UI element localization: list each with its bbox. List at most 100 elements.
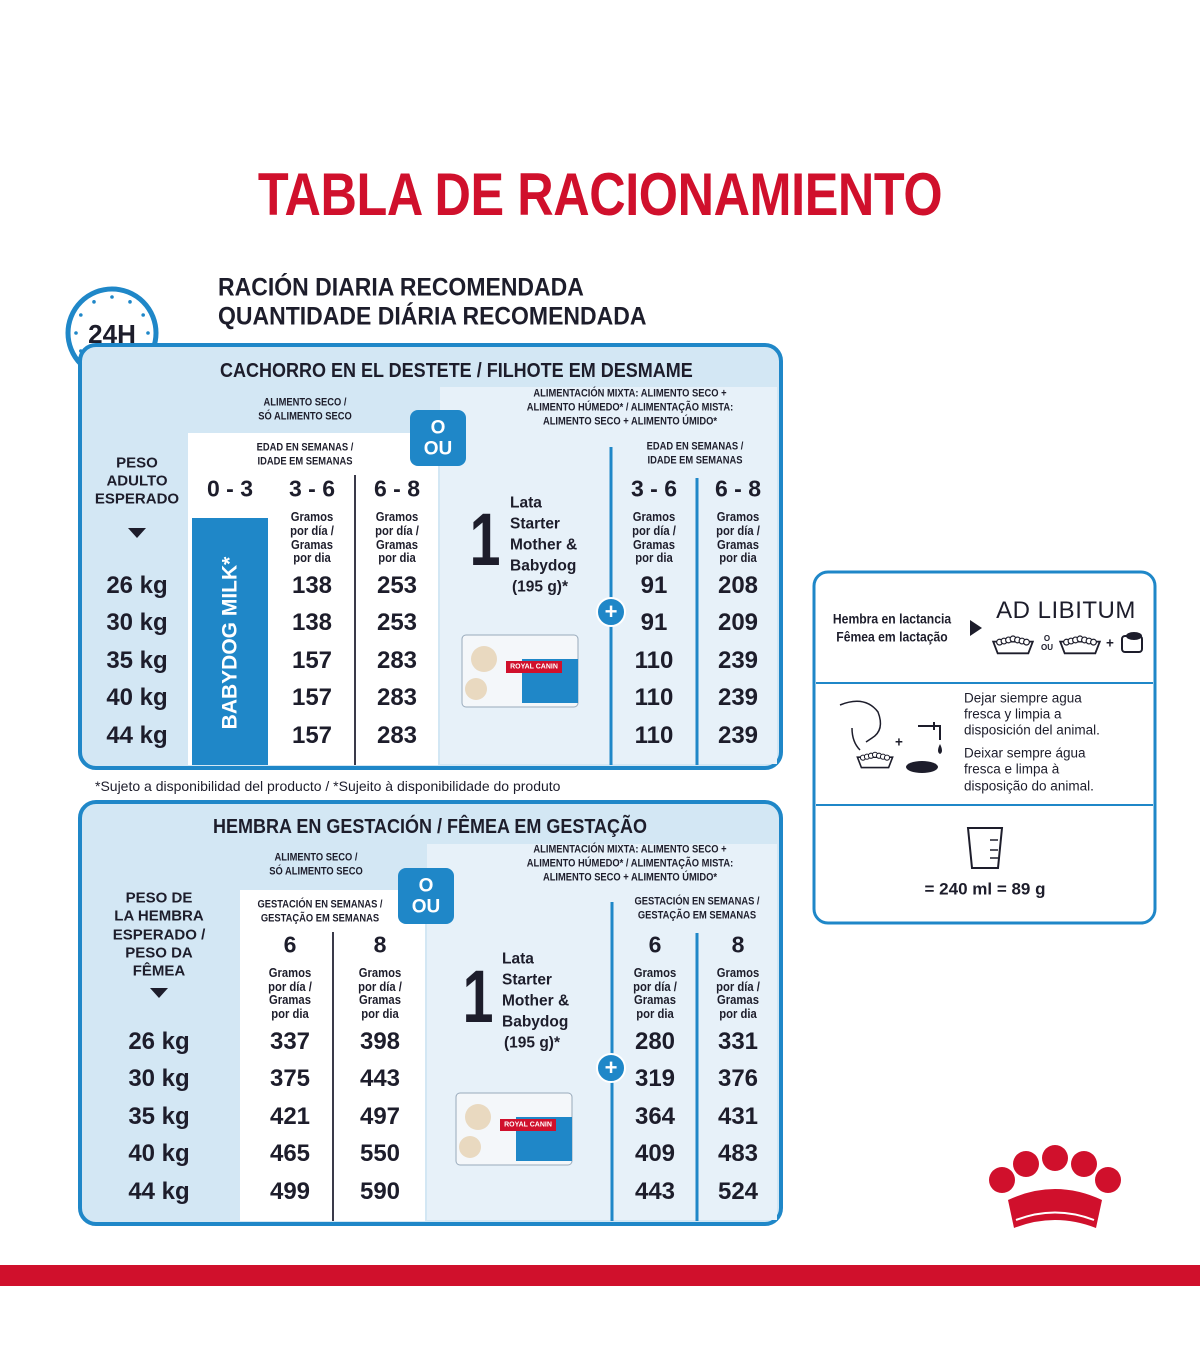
weight-header: FÊMEA	[132, 962, 186, 980]
page-title: TABLA DE RACIONAMIENTO	[257, 161, 943, 228]
mixed-label: ALIMENTO SECO + ALIMENTO ÚMIDO*	[542, 415, 718, 428]
plus-badge	[596, 597, 626, 627]
dog-icon	[839, 700, 882, 751]
mixed-value: 524	[717, 1178, 759, 1205]
unit-label: por dia	[719, 550, 757, 565]
unit-label: Gramos	[268, 965, 312, 980]
dry-value: 497	[359, 1103, 401, 1130]
or-box	[398, 868, 454, 924]
unit-label: Gramas	[633, 537, 675, 552]
dry-value: 157	[291, 647, 333, 674]
mixed-value: 239	[717, 647, 759, 674]
can-name: Mother &	[510, 536, 578, 554]
dry-label: SÓ ALIMENTO SECO	[258, 410, 352, 423]
unit-label: por día /	[268, 979, 312, 994]
mixed-label: ALIMENTO HÚMEDO* / ALIMENTAÇÃO MISTA:	[526, 401, 734, 414]
can-weight: (195 g)*	[512, 578, 568, 596]
tap-icon	[918, 722, 941, 740]
dry-value: 283	[376, 647, 418, 674]
dry-value: 375	[269, 1065, 311, 1092]
clock-tick	[128, 300, 132, 304]
row-weight: 26 kg	[128, 1028, 190, 1055]
logo-dot	[1013, 1151, 1039, 1177]
dry-value: 443	[359, 1065, 401, 1092]
dry-value: 157	[291, 722, 333, 749]
clock-tick	[141, 313, 145, 317]
dry-value: 337	[269, 1028, 311, 1055]
side-panel	[812, 570, 1157, 925]
unit-label: por dia	[271, 1006, 309, 1021]
period-header: IDADE EM SEMANAS	[257, 455, 353, 468]
mixed-value: 239	[717, 722, 759, 749]
can-count: 1	[469, 498, 501, 581]
logo-dot	[1042, 1145, 1068, 1171]
mixed-value: 110	[634, 684, 674, 711]
period-header: IDADE EM SEMANAS	[647, 454, 743, 467]
arrow	[970, 620, 982, 636]
unit-label: Gramos	[290, 509, 334, 524]
mixed-value: 239	[717, 684, 759, 711]
period-header: EDAD EN SEMANAS /	[256, 441, 354, 454]
measure-text: = 240 ml = 89 g	[924, 879, 1046, 899]
mixed-value: 110	[634, 722, 674, 749]
unit-label: por dia	[635, 550, 673, 565]
dry-label: ALIMENTO SECO /	[274, 851, 358, 864]
weight-header: PESO DA	[125, 944, 193, 962]
row-weight: 35 kg	[128, 1103, 190, 1130]
unit-label: por dia	[378, 550, 416, 565]
column-header: 8	[731, 931, 745, 958]
mixed-value: 280	[634, 1028, 676, 1055]
row-weight: 44 kg	[106, 722, 168, 749]
dry-value: 421	[269, 1103, 311, 1130]
column-header: 0 - 3	[206, 475, 254, 502]
weight-header: PESO DE	[125, 889, 193, 907]
unit-label: por día /	[375, 523, 419, 538]
unit-label: por dia	[636, 1006, 674, 1021]
period-header: GESTAÇÃO EM SEMANAS	[637, 909, 757, 922]
unit-label: Gramos	[375, 509, 419, 524]
brand-label-text: ROYAL CANIN	[504, 1121, 552, 1129]
plus-sign: +	[1106, 635, 1114, 651]
unit-label: Gramos	[632, 509, 676, 524]
dry-value: 550	[359, 1140, 401, 1167]
column-header: 3 - 6	[630, 475, 678, 502]
puppy	[465, 1104, 491, 1130]
mixed-value: 91	[640, 609, 668, 636]
logo-crown	[1008, 1189, 1102, 1228]
unit-label: por día /	[633, 979, 677, 994]
water-text: Dejar siempre agua	[964, 690, 1082, 706]
mixed-label: ALIMENTO HÚMEDO* / ALIMENTAÇÃO MISTA:	[526, 857, 734, 870]
kibble	[1023, 638, 1030, 646]
clock-tick	[79, 313, 83, 317]
brand-label	[500, 1119, 556, 1131]
brand-label	[506, 661, 562, 673]
table-heading: CACHORRO EN EL DESTETE / FILHOTE EM DESM…	[220, 360, 693, 382]
plus-sign: +	[895, 734, 903, 750]
unit-label: Gramas	[291, 537, 333, 552]
can-weight: (195 g)*	[504, 1034, 560, 1052]
dry-label: SÓ ALIMENTO SECO	[269, 865, 363, 878]
weight-header: ESPERADO	[94, 490, 180, 508]
dry-value: 283	[376, 722, 418, 749]
unit-label: por dia	[293, 550, 331, 565]
or-label: OU	[423, 438, 453, 460]
dry-value: 499	[269, 1178, 311, 1205]
water-text: Deixar sempre água	[964, 745, 1086, 761]
unit-label: Gramas	[717, 992, 759, 1007]
unit-label: Gramas	[717, 537, 759, 552]
water-bowl	[906, 761, 938, 773]
dry-value: 253	[376, 572, 418, 599]
dry-value: 283	[376, 684, 418, 711]
mixed-value: 483	[717, 1140, 759, 1167]
mixed-value: 91	[640, 572, 668, 599]
measuring-cup	[966, 827, 1004, 869]
can-name: Starter	[502, 971, 552, 989]
can-count: 1	[462, 955, 494, 1038]
column-header: 6	[648, 931, 662, 958]
clock-tick	[110, 295, 114, 299]
lactation-value: AD LIBITUM	[996, 597, 1136, 624]
puppy	[459, 1136, 481, 1158]
plus-sign: +	[604, 1055, 618, 1080]
plus-sign: +	[604, 599, 618, 624]
